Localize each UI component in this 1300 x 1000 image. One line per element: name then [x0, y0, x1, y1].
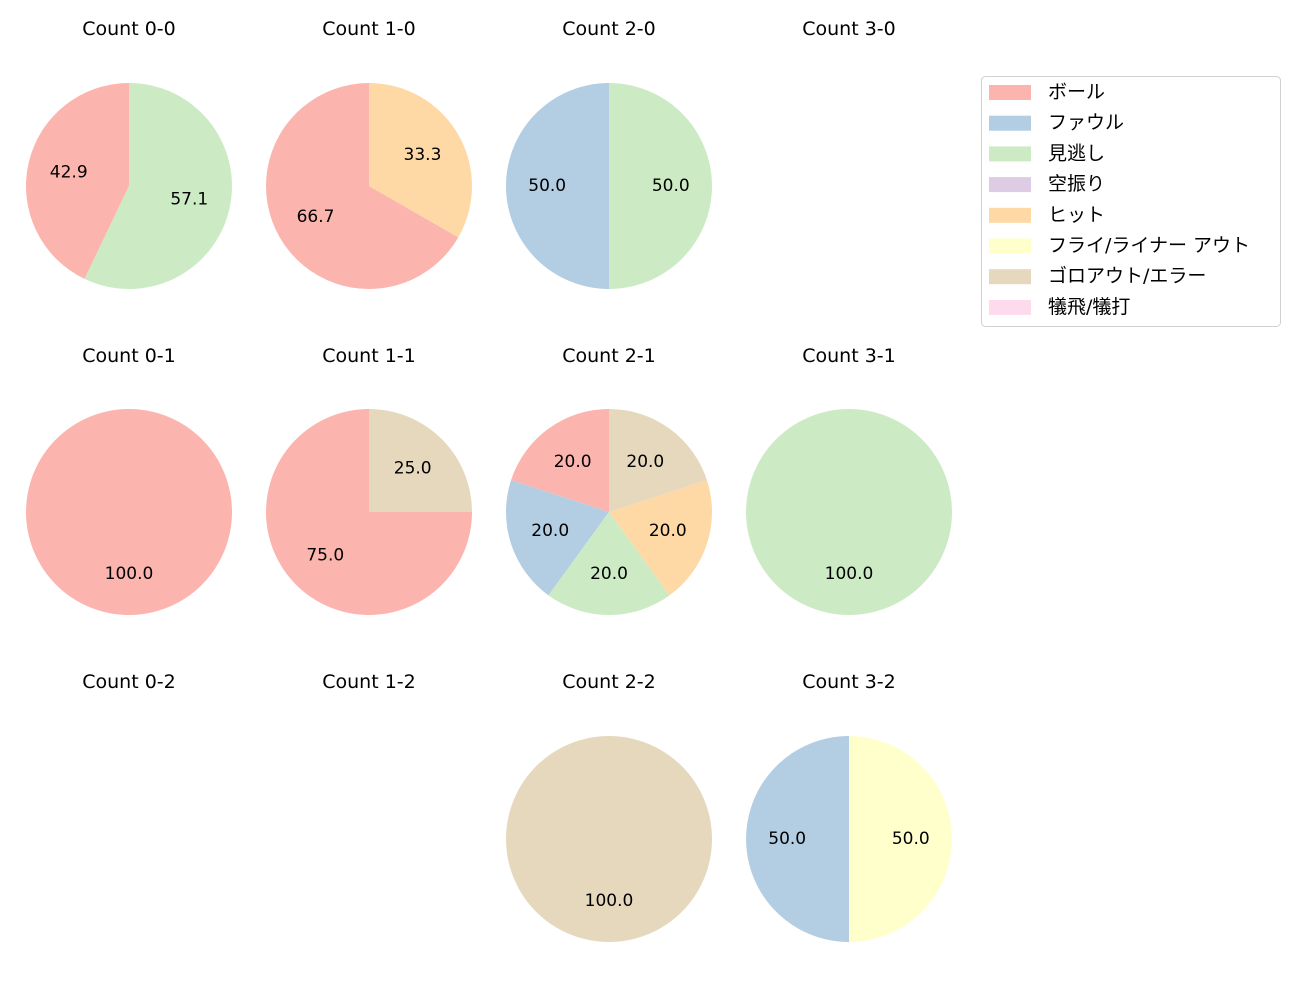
panel-title: Count 2-1: [562, 345, 656, 367]
pie-panel: Count 3-1 100.0: [746, 345, 952, 615]
pie-slice: [84, 83, 232, 289]
panel-title: Count 0-1: [82, 345, 176, 367]
legend-swatch: [989, 177, 1031, 193]
slice-value-label: 100.0: [105, 564, 154, 584]
slice-value-label: 57.1: [170, 190, 208, 210]
pie-slice: [511, 409, 609, 512]
legend-frame: [981, 76, 1281, 327]
legend-swatch: [989, 299, 1031, 315]
slice-value-label: 100.0: [825, 564, 874, 584]
panel-title: Count 3-2: [802, 671, 896, 693]
legend-label: ゴロアウト/エラー: [1048, 265, 1206, 287]
legend-swatch: [989, 85, 1031, 100]
legend-swatch: [989, 115, 1031, 131]
slice-value-label: 20.0: [554, 452, 592, 472]
pie-slice: [609, 480, 712, 596]
pie-slice: [609, 409, 707, 512]
pie-panel: Count 1-2: [322, 671, 416, 693]
pie-slice: [849, 736, 952, 942]
pie-slice: [548, 512, 670, 615]
pie-panel: Count 3-2 50.0 50.0: [746, 671, 952, 942]
pie-slice: [369, 83, 473, 238]
panel-title: Count 2-2: [562, 671, 656, 693]
slice-value-label: 20.0: [626, 452, 664, 472]
slice-value-label: 25.0: [394, 458, 432, 478]
legend-swatch: [989, 146, 1031, 162]
slice-value-label: 20.0: [649, 521, 687, 541]
pie-slice: [746, 736, 849, 942]
slice-value-label: 100.0: [585, 891, 634, 911]
pie-panel: Count 0-1 100.0: [26, 345, 232, 615]
panel-title: Count 2-0: [562, 18, 656, 40]
pie-slice: [25, 83, 129, 279]
panel-title: Count 3-1: [802, 345, 896, 367]
legend-label: ヒット: [1048, 204, 1105, 226]
legend-label: ファウル: [1048, 112, 1124, 134]
slice-value-label: 33.3: [404, 145, 442, 165]
pie-slice: [506, 480, 609, 596]
pie-slice: [746, 409, 952, 615]
pie-panel: Count 0-2: [82, 671, 176, 693]
pie-panel: Count 1-0 66.7 33.3: [266, 18, 473, 289]
slice-value-label: 75.0: [306, 546, 344, 566]
pie-panel: Count 2-0 50.0 50.0: [506, 18, 712, 289]
pie-slice: [609, 83, 712, 289]
panel-title: Count 0-2: [82, 671, 176, 693]
pie-slice: [506, 83, 609, 289]
legend-label: フライ/ライナー アウト: [1048, 235, 1250, 257]
slice-value-label: 20.0: [590, 564, 628, 584]
legend-label: 空振り: [1048, 173, 1105, 195]
slice-value-label: 66.7: [297, 207, 335, 227]
slice-value-label: 42.9: [50, 162, 88, 182]
legend-swatch: [989, 207, 1031, 223]
legend-label: 犠飛/犠打: [1048, 296, 1130, 318]
pie-panel: Count 2-2 100.0: [506, 671, 712, 942]
slice-value-label: 50.0: [528, 176, 566, 196]
slice-value-label: 50.0: [652, 176, 690, 196]
pie-panel: Count 1-1 75.0 25.0: [266, 345, 472, 615]
slice-value-label: 50.0: [892, 829, 930, 849]
pie-panel: Count 2-1 20.0 20.0 20.0 20.0 20.0: [506, 345, 712, 615]
pie-panel: Count 0-0 42.9 57.1: [25, 18, 232, 289]
legend-label: ボール: [1048, 81, 1105, 103]
panel-title: Count 1-1: [322, 345, 416, 367]
pie-slice: [369, 409, 472, 512]
panel-title: Count 1-2: [322, 671, 416, 693]
panel-title: Count 3-0: [802, 18, 896, 40]
legend-swatch: [989, 238, 1031, 254]
panel-title: Count 1-0: [322, 18, 416, 40]
pie-slice: [266, 83, 459, 289]
pie-panel: Count 3-0: [802, 18, 896, 40]
legend-label: 見逃し: [1048, 142, 1105, 164]
legend-swatch: [989, 269, 1031, 285]
pie-slice: [26, 409, 232, 615]
slice-value-label: 50.0: [768, 829, 806, 849]
pie-slice: [506, 736, 712, 942]
panel-title: Count 0-0: [82, 18, 176, 40]
slice-value-label: 20.0: [531, 521, 569, 541]
